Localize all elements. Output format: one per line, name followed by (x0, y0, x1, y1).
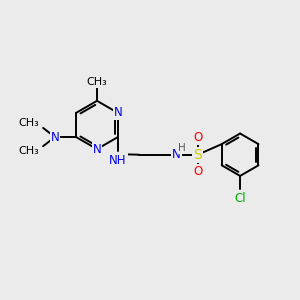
Text: N: N (113, 106, 122, 119)
Text: NH: NH (109, 154, 127, 167)
Text: H: H (178, 143, 186, 153)
Text: N: N (172, 148, 181, 161)
Text: Cl: Cl (234, 192, 246, 205)
Text: CH₃: CH₃ (87, 77, 107, 87)
Text: S: S (193, 148, 202, 162)
Text: CH₃: CH₃ (19, 146, 39, 156)
Text: O: O (193, 131, 202, 144)
Text: O: O (193, 165, 202, 178)
Text: CH₃: CH₃ (19, 118, 39, 128)
Text: N: N (50, 130, 59, 143)
Text: N: N (93, 142, 101, 156)
